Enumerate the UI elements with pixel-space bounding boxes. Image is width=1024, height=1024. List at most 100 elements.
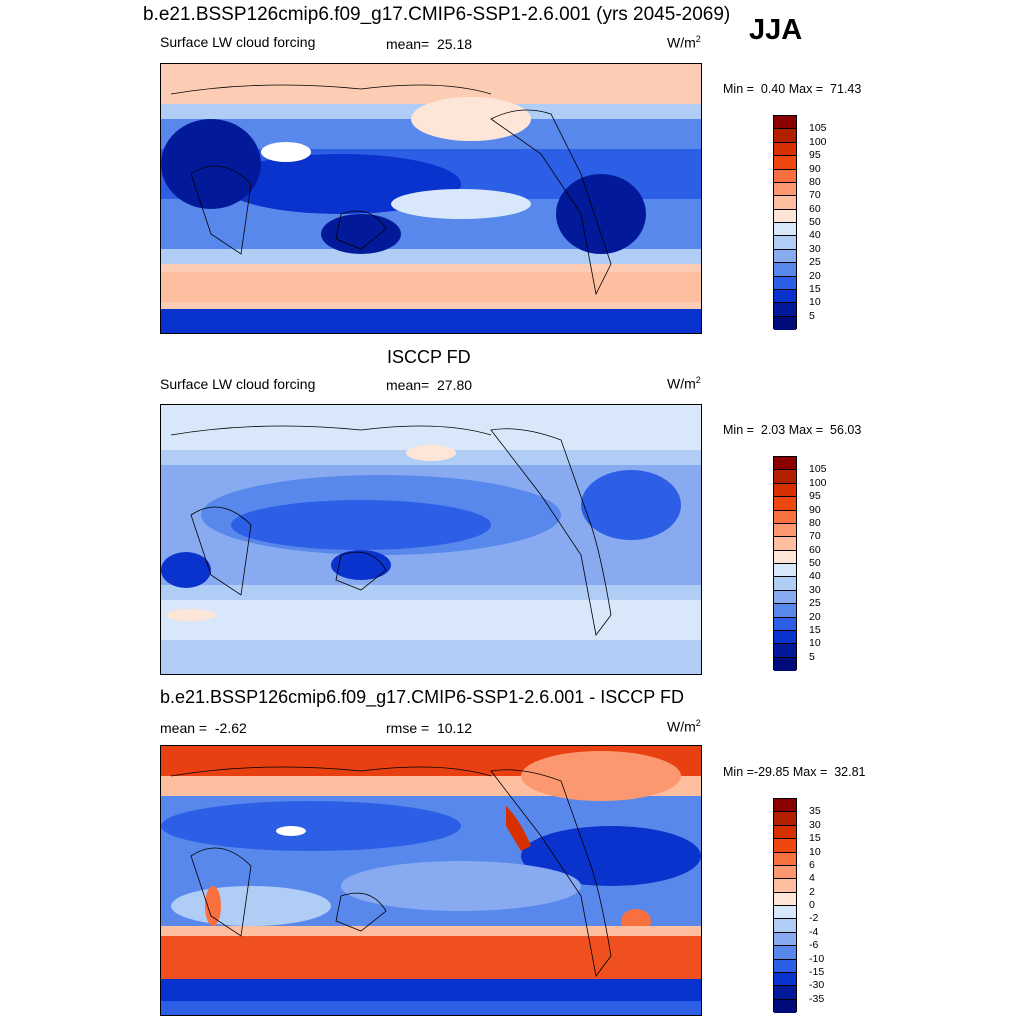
colorbar-segment	[774, 169, 796, 183]
colorbar-tick-label: 2	[809, 885, 815, 898]
colorbar-segment	[774, 182, 796, 197]
colorbar-tick-label: 30	[809, 242, 821, 255]
colorbar-tick-label: 30	[809, 583, 821, 596]
colorbar-segment	[774, 644, 796, 658]
colorbar-segment	[774, 129, 796, 143]
colorbar-segment	[774, 825, 796, 840]
colorbar-segment	[774, 142, 796, 157]
colorbar-segment	[774, 986, 796, 1000]
colorbar-segment	[774, 316, 796, 330]
panel1-colorbar	[773, 115, 797, 330]
colorbar-segment	[774, 470, 796, 484]
panel3-mean-label: mean =	[160, 720, 208, 736]
colorbar-segment	[774, 223, 796, 237]
colorbar-segment	[774, 249, 796, 264]
colorbar-tick-label: -2	[809, 912, 819, 925]
panel3-mean-value: -2.62	[214, 720, 247, 736]
colorbar-segment	[774, 946, 796, 960]
colorbar-tick-label: -15	[809, 965, 825, 978]
colorbar-segment	[774, 892, 796, 906]
colorbar-tick-label: 4	[809, 872, 815, 885]
colorbar-tick-label: 20	[809, 610, 821, 623]
panel2-units: W/m2	[667, 375, 701, 392]
panel1-mean-label: mean=	[386, 36, 430, 52]
colorbar-segment	[774, 289, 796, 304]
colorbar-tick-label: -35	[809, 992, 825, 1005]
colorbar-tick-label: 40	[809, 229, 821, 242]
colorbar-segment	[774, 263, 796, 277]
panel3-colorbar	[773, 798, 797, 1013]
colorbar-tick-label: 40	[809, 570, 821, 583]
colorbar-segment	[774, 919, 796, 933]
colorbar-tick-label: -10	[809, 952, 825, 965]
panel3-title: b.e21.BSSP126cmip6.f09_g17.CMIP6-SSP1-2.…	[160, 687, 684, 707]
panel3-rmse-value: 10.12	[436, 720, 473, 736]
colorbar-segment	[774, 457, 796, 471]
panel2-mean-label: mean=	[386, 377, 430, 393]
colorbar-tick-label: 6	[809, 858, 815, 871]
colorbar-tick-label: 105	[809, 122, 827, 135]
colorbar-segment	[774, 865, 796, 880]
colorbar-segment	[774, 630, 796, 645]
colorbar-tick-label: 0	[809, 899, 815, 911]
colorbar-segment	[774, 577, 796, 591]
colorbar-segment	[774, 209, 796, 223]
colorbar-tick-label: -30	[809, 979, 825, 992]
colorbar-tick-label: 95	[809, 490, 821, 503]
panel3-minmax: Min =-29.85 Max = 32.81	[723, 765, 866, 779]
colorbar-segment	[774, 510, 796, 524]
colorbar-tick-label: 10	[809, 296, 821, 309]
panel3-units: W/m2	[667, 718, 701, 735]
colorbar-tick-label: 95	[809, 149, 821, 162]
panel1-mean: mean= 25.18	[386, 36, 472, 52]
colorbar-segment	[774, 959, 796, 973]
colorbar-tick-label: 5	[809, 309, 815, 322]
colorbar-tick-label: -6	[809, 939, 819, 952]
colorbar-segment	[774, 999, 796, 1013]
colorbar-segment	[774, 590, 796, 605]
colorbar-tick-label: 15	[809, 832, 821, 845]
panel2-mean: mean= 27.80	[386, 377, 472, 393]
panel3-difference-map	[160, 745, 702, 1016]
colorbar-tick-label: 70	[809, 189, 821, 202]
panel2-mean-value: 27.80	[436, 377, 473, 393]
panel2-title: ISCCP FD	[387, 347, 471, 367]
colorbar-tick-label: 10	[809, 637, 821, 650]
colorbar-tick-label: -4	[809, 925, 819, 938]
colorbar-segment	[774, 799, 796, 813]
colorbar-tick-label: 100	[809, 476, 827, 489]
colorbar-tick-label: 100	[809, 135, 827, 148]
colorbar-tick-label: 80	[809, 175, 821, 188]
colorbar-segment	[774, 236, 796, 250]
colorbar-segment	[774, 657, 796, 671]
colorbar-segment	[774, 537, 796, 551]
colorbar-segment	[774, 972, 796, 987]
colorbar-segment	[774, 564, 796, 578]
colorbar-tick-label: 15	[809, 623, 821, 636]
panel1-variable: Surface LW cloud forcing	[160, 34, 316, 50]
colorbar-segment	[774, 276, 796, 290]
colorbar-segment	[774, 617, 796, 631]
colorbar-segment	[774, 196, 796, 210]
panel1-model-map	[160, 63, 702, 334]
panel1-mean-value: 25.18	[436, 36, 473, 52]
colorbar-segment	[774, 303, 796, 317]
colorbar-segment	[774, 812, 796, 826]
colorbar-segment	[774, 852, 796, 866]
colorbar-tick-label: 105	[809, 463, 827, 476]
colorbar-tick-label: 25	[809, 256, 821, 269]
panel3-rmse: rmse = 10.12	[386, 720, 472, 736]
panel2-variable: Surface LW cloud forcing	[160, 376, 316, 392]
colorbar-segment	[774, 906, 796, 920]
colorbar-tick-label: 60	[809, 543, 821, 556]
colorbar-tick-label: 80	[809, 516, 821, 529]
panel2-minmax: Min = 2.03 Max = 56.03	[723, 423, 862, 437]
panel3-mean: mean = -2.62	[160, 720, 247, 736]
season-label: JJA	[749, 14, 803, 46]
colorbar-segment	[774, 483, 796, 498]
colorbar-tick-label: 90	[809, 503, 821, 516]
colorbar-tick-label: 10	[809, 845, 821, 858]
colorbar-segment	[774, 156, 796, 170]
panel3-rmse-label: rmse =	[386, 720, 430, 736]
colorbar-tick-label: 50	[809, 557, 821, 569]
